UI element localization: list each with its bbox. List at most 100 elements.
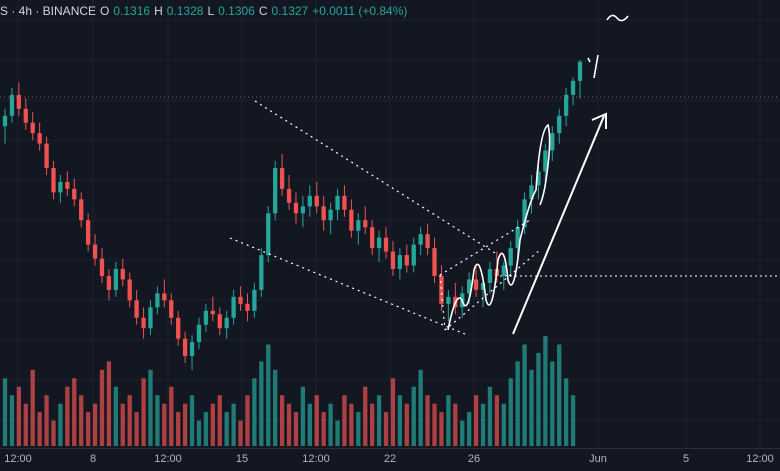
volume-bar bbox=[2, 378, 8, 446]
candle-body bbox=[51, 167, 56, 193]
volume-bar bbox=[550, 361, 555, 446]
volume-bar bbox=[106, 361, 112, 446]
volume-bar bbox=[286, 403, 292, 446]
drawings bbox=[229, 14, 629, 335]
volume-bar bbox=[23, 403, 28, 446]
volume-bar bbox=[155, 395, 160, 446]
candle-body bbox=[376, 237, 382, 249]
candle-body bbox=[99, 258, 105, 276]
candle-body bbox=[155, 293, 160, 308]
candle-body bbox=[231, 296, 236, 318]
candle-body bbox=[536, 171, 541, 186]
volume-bar bbox=[92, 403, 98, 446]
volume-bar bbox=[425, 395, 430, 446]
volume-bar bbox=[65, 386, 70, 446]
volume-bar bbox=[494, 395, 500, 446]
candle-body bbox=[65, 181, 70, 189]
volume-bar bbox=[383, 412, 389, 446]
candle-body bbox=[44, 143, 49, 168]
volume-bar bbox=[182, 403, 188, 446]
volume-bar bbox=[231, 403, 236, 446]
candle-body bbox=[404, 255, 409, 266]
change-value: +0.0011 (+0.84%) bbox=[312, 4, 408, 18]
candle-body bbox=[134, 300, 139, 318]
candle-body bbox=[9, 94, 15, 116]
candle-body bbox=[501, 265, 506, 276]
candle-body bbox=[425, 234, 430, 249]
time-tick-label: Jun bbox=[589, 453, 607, 465]
volume-bar bbox=[328, 403, 333, 446]
candle-body bbox=[286, 188, 292, 203]
volume-bar bbox=[120, 403, 125, 446]
candle-body bbox=[72, 188, 77, 200]
chart-area[interactable]: S · 4h · BINANCE O 0.1316 H 0.1328 L 0.1306… bbox=[0, 0, 780, 448]
time-tick-label: 12:00 bbox=[154, 453, 182, 465]
candle-body bbox=[141, 317, 146, 329]
candle-body bbox=[370, 227, 375, 249]
candle-body bbox=[563, 94, 569, 116]
volume-bar bbox=[342, 395, 347, 446]
volume-bar bbox=[515, 361, 520, 446]
candle-body bbox=[473, 279, 479, 290]
volume-bar bbox=[37, 412, 42, 446]
volume-bar bbox=[252, 378, 257, 446]
candle-body bbox=[92, 244, 98, 259]
volume-bar bbox=[570, 395, 576, 446]
candle-body bbox=[79, 199, 84, 221]
close-value: 0.1327 bbox=[271, 4, 309, 18]
candle-body bbox=[543, 150, 548, 172]
volume-bar bbox=[300, 386, 306, 446]
volume-bar bbox=[418, 369, 423, 446]
candle-body bbox=[383, 237, 389, 252]
candle-body bbox=[397, 255, 403, 269]
candle-body bbox=[446, 296, 451, 304]
volume-bar bbox=[169, 386, 174, 446]
candle-body bbox=[508, 248, 513, 266]
trend-arrowhead bbox=[591, 112, 607, 129]
candle-body bbox=[356, 220, 361, 231]
volume-bar bbox=[480, 403, 486, 446]
volume-bar bbox=[432, 403, 437, 446]
open-label: O bbox=[100, 4, 110, 18]
candle-body bbox=[273, 167, 278, 214]
low-value: 0.1306 bbox=[218, 4, 255, 18]
volume-bar bbox=[543, 336, 548, 446]
flag-lower-line bbox=[444, 249, 541, 331]
time-tick-label: 12:00 bbox=[4, 453, 32, 465]
volume-bar bbox=[217, 395, 222, 446]
candle-body bbox=[515, 227, 520, 249]
volume-bar bbox=[321, 412, 326, 446]
volume-bar bbox=[266, 344, 271, 446]
volume-bar bbox=[148, 369, 153, 446]
candle-body bbox=[176, 317, 181, 339]
candle-body bbox=[189, 342, 195, 357]
volume-bar bbox=[210, 403, 215, 446]
volume-bar bbox=[439, 412, 444, 446]
candle-body bbox=[557, 115, 562, 134]
volume-bar bbox=[238, 420, 243, 446]
candle-body bbox=[550, 133, 555, 151]
volume-bar bbox=[44, 395, 49, 446]
time-tick-label: 26 bbox=[467, 453, 481, 465]
price-chart[interactable] bbox=[0, 0, 780, 448]
candle-body bbox=[252, 289, 257, 311]
candle-body bbox=[266, 213, 271, 256]
tick-mark-a bbox=[587, 57, 591, 63]
volume-bar bbox=[30, 369, 35, 446]
candle-body bbox=[321, 206, 326, 221]
candle-body bbox=[85, 220, 91, 245]
tick-mark-b bbox=[593, 54, 599, 79]
candle-body bbox=[162, 293, 167, 301]
candle-body bbox=[23, 108, 28, 123]
time-tick-label: 5 bbox=[682, 453, 690, 465]
close-label: C bbox=[258, 4, 268, 18]
symbol-label[interactable]: S · 4h · BINANCE bbox=[0, 4, 97, 18]
high-label: H bbox=[154, 4, 163, 18]
candle-body bbox=[522, 199, 527, 228]
candle-body bbox=[113, 268, 118, 290]
volume-bar bbox=[522, 344, 527, 446]
volume-bar bbox=[536, 352, 541, 446]
candle-body bbox=[418, 234, 423, 245]
time-axis[interactable]: 12:00 8 12:00 15 12:00 22 26 Jun 5 12:00 bbox=[0, 448, 780, 471]
volume-bar bbox=[162, 403, 167, 446]
